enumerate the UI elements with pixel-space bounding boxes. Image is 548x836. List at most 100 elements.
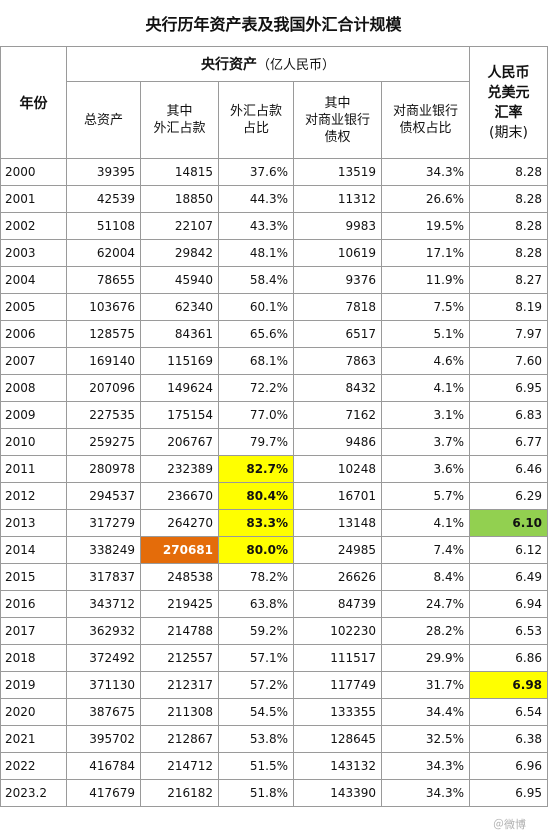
table-row: 2023.2 417679 216182 51.8% 143390 34.3% 6.95 <box>0 779 548 807</box>
header-line: 占比 <box>242 121 269 136</box>
table-row: 2009 227535 175154 77.0% 7162 3.1% 6.83 <box>0 401 548 429</box>
fx-holdings-cell: 62340 <box>140 293 219 321</box>
total-assets-cell: 371130 <box>66 671 141 699</box>
watermark: ＠微博 <box>493 818 526 831</box>
total-assets-cell: 387675 <box>66 698 141 726</box>
header-exchange-rate: 人民币 兑美元 汇率 (期末) <box>469 46 548 159</box>
bank-claims-cell: 133355 <box>293 698 382 726</box>
header-bank-claims-ratio: 对商业银行 债权占比 <box>380 81 471 159</box>
total-assets-cell: 51108 <box>66 212 141 240</box>
bank-claims-cell: 143132 <box>293 752 382 780</box>
exchange-rate-cell: 8.19 <box>469 293 548 321</box>
year-cell: 2003 <box>0 239 67 267</box>
header-rate-line: 汇率 <box>494 104 523 121</box>
year-cell: 2001 <box>0 185 67 213</box>
header-line: 其中 <box>166 104 193 119</box>
header-line: 外汇占款 <box>153 121 206 136</box>
bank-claims-cell: 117749 <box>293 671 382 699</box>
total-assets-cell: 395702 <box>66 725 141 753</box>
fx-holdings-cell: 216182 <box>140 779 219 807</box>
year-cell: 2022 <box>0 752 67 780</box>
fx-ratio-cell: 44.3% <box>218 185 294 213</box>
exchange-rate-cell: 7.60 <box>469 347 548 375</box>
bank-claims-cell: 13148 <box>293 509 382 537</box>
total-assets-cell: 416784 <box>66 752 141 780</box>
exchange-rate-cell: 6.10 <box>469 509 548 537</box>
bank-claims-ratio-cell: 24.7% <box>380 590 471 618</box>
fx-ratio-cell: 48.1% <box>218 239 294 267</box>
total-assets-cell: 338249 <box>66 536 141 564</box>
fx-holdings-cell: 115169 <box>140 347 219 375</box>
header-line: 债权占比 <box>399 121 452 136</box>
bank-claims-cell: 16701 <box>293 482 382 510</box>
bank-claims-ratio-cell: 8.4% <box>380 563 471 591</box>
table-row: 2004 78655 45940 58.4% 9376 11.9% 8.27 <box>0 266 548 294</box>
fx-holdings-cell: 236670 <box>140 482 219 510</box>
table-row: 2002 51108 22107 43.3% 9983 19.5% 8.28 <box>0 212 548 240</box>
header-central-bank-assets: 央行资产（亿人民币） <box>65 46 471 82</box>
fx-holdings-cell: 212557 <box>140 644 219 672</box>
bank-claims-cell: 8432 <box>293 374 382 402</box>
total-assets-cell: 343712 <box>66 590 141 618</box>
exchange-rate-cell: 8.28 <box>469 185 548 213</box>
bank-claims-ratio-cell: 31.7% <box>380 671 471 699</box>
year-cell: 2007 <box>0 347 67 375</box>
bank-claims-cell: 26626 <box>293 563 382 591</box>
fx-ratio-cell: 82.7% <box>218 455 294 483</box>
year-cell: 2013 <box>0 509 67 537</box>
fx-holdings-cell: 248538 <box>140 563 219 591</box>
fx-ratio-cell: 72.2% <box>218 374 294 402</box>
fx-ratio-cell: 57.2% <box>218 671 294 699</box>
table-row: 2019 371130 212317 57.2% 117749 31.7% 6.98 <box>0 671 548 699</box>
year-cell: 2000 <box>0 158 67 186</box>
exchange-rate-cell: 6.46 <box>469 455 548 483</box>
bank-claims-cell: 7162 <box>293 401 382 429</box>
table-row: 2012 294537 236670 80.4% 16701 5.7% 6.29 <box>0 482 548 510</box>
fx-holdings-cell: 175154 <box>140 401 219 429</box>
total-assets-cell: 78655 <box>66 266 141 294</box>
fx-holdings-cell: 219425 <box>140 590 219 618</box>
bank-claims-ratio-cell: 7.4% <box>380 536 471 564</box>
total-assets-cell: 207096 <box>66 374 141 402</box>
fx-ratio-cell: 57.1% <box>218 644 294 672</box>
bank-claims-cell: 9983 <box>293 212 382 240</box>
bank-claims-ratio-cell: 5.1% <box>380 320 471 348</box>
total-assets-cell: 417679 <box>66 779 141 807</box>
year-cell: 2016 <box>0 590 67 618</box>
header-year: 年份 <box>0 46 67 159</box>
table-row: 2021 395702 212867 53.8% 128645 32.5% 6.38 <box>0 725 548 753</box>
fx-ratio-cell: 53.8% <box>218 725 294 753</box>
fx-ratio-cell: 51.8% <box>218 779 294 807</box>
header-line: 对商业银行 <box>393 104 459 119</box>
fx-ratio-cell: 77.0% <box>218 401 294 429</box>
fx-holdings-cell: 29842 <box>140 239 219 267</box>
fx-holdings-cell: 212867 <box>140 725 219 753</box>
year-cell: 2017 <box>0 617 67 645</box>
total-assets-cell: 42539 <box>66 185 141 213</box>
year-cell: 2008 <box>0 374 67 402</box>
total-assets-cell: 280978 <box>66 455 141 483</box>
table-row: 2001 42539 18850 44.3% 11312 26.6% 8.28 <box>0 185 548 213</box>
header-line: 对商业银行 <box>304 112 370 128</box>
table-row: 2006 128575 84361 65.6% 6517 5.1% 7.97 <box>0 320 548 348</box>
header-line: 其中 <box>324 95 351 111</box>
table-row: 2016 343712 219425 63.8% 84739 24.7% 6.94 <box>0 590 548 618</box>
table-row: 2013 317279 264270 83.3% 13148 4.1% 6.10 <box>0 509 548 537</box>
year-cell: 2023.2 <box>0 779 67 807</box>
exchange-rate-cell: 6.38 <box>469 725 548 753</box>
fx-ratio-cell: 80.4% <box>218 482 294 510</box>
fx-holdings-cell: 214712 <box>140 752 219 780</box>
table-row: 2018 372492 212557 57.1% 111517 29.9% 6.86 <box>0 644 548 672</box>
year-cell: 2005 <box>0 293 67 321</box>
fx-holdings-cell: 214788 <box>140 617 219 645</box>
fx-holdings-cell: 232389 <box>140 455 219 483</box>
total-assets-cell: 317279 <box>66 509 141 537</box>
header-rate-line: 人民币 <box>487 64 530 81</box>
exchange-rate-cell: 6.95 <box>469 374 548 402</box>
bank-claims-ratio-cell: 3.1% <box>380 401 471 429</box>
fx-holdings-cell: 45940 <box>140 266 219 294</box>
header-line: 外汇占款 <box>229 104 282 119</box>
fx-ratio-cell: 54.5% <box>218 698 294 726</box>
bank-claims-ratio-cell: 7.5% <box>380 293 471 321</box>
header-line: 总资产 <box>83 112 123 128</box>
